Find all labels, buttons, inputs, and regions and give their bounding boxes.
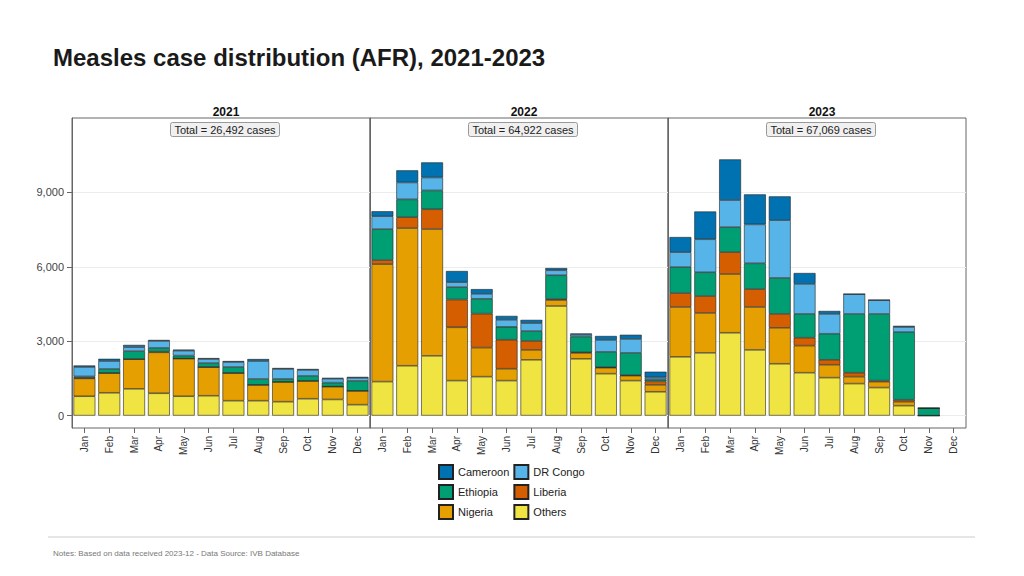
svg-text:Jun: Jun: [501, 436, 512, 452]
svg-text:Jan: Jan: [377, 436, 388, 452]
svg-text:Jul: Jul: [824, 436, 835, 449]
svg-text:2021: 2021: [213, 105, 240, 119]
svg-text:Feb: Feb: [104, 436, 115, 454]
svg-text:Total = 67,069 cases: Total = 67,069 cases: [770, 124, 872, 136]
svg-text:Ethiopia: Ethiopia: [458, 486, 499, 498]
svg-text:9,000: 9,000: [36, 186, 64, 198]
svg-text:Oct: Oct: [302, 436, 313, 452]
svg-text:Total = 26,492 cases: Total = 26,492 cases: [174, 124, 276, 136]
svg-text:Feb: Feb: [402, 436, 413, 454]
svg-text:Mar: Mar: [129, 435, 140, 453]
svg-text:May: May: [178, 436, 189, 455]
svg-text:May: May: [476, 436, 487, 455]
svg-text:Nov: Nov: [923, 436, 934, 454]
svg-text:Dec: Dec: [948, 436, 959, 454]
svg-text:Mar: Mar: [725, 435, 736, 453]
svg-text:3,000: 3,000: [36, 335, 64, 347]
svg-text:Sep: Sep: [874, 436, 885, 454]
svg-text:Mar: Mar: [427, 435, 438, 453]
svg-text:Dec: Dec: [352, 436, 363, 454]
svg-text:Oct: Oct: [600, 436, 611, 452]
svg-text:Nigeria: Nigeria: [458, 506, 494, 518]
svg-text:Oct: Oct: [898, 436, 909, 452]
svg-text:Cameroon: Cameroon: [458, 466, 509, 478]
svg-text:Jan: Jan: [79, 436, 90, 452]
svg-text:Apr: Apr: [451, 435, 462, 451]
svg-text:Nov: Nov: [625, 436, 636, 454]
svg-text:Jun: Jun: [799, 436, 810, 452]
svg-text:Liberia: Liberia: [533, 486, 567, 498]
svg-text:Nov: Nov: [327, 436, 338, 454]
svg-text:0: 0: [58, 410, 64, 422]
svg-text:Aug: Aug: [253, 436, 264, 454]
svg-text:Sep: Sep: [576, 436, 587, 454]
svg-text:Aug: Aug: [849, 436, 860, 454]
svg-text:Jan: Jan: [675, 436, 686, 452]
svg-text:Sep: Sep: [278, 436, 289, 454]
svg-text:Total = 64,922 cases: Total = 64,922 cases: [472, 124, 574, 136]
svg-text:6,000: 6,000: [36, 261, 64, 273]
svg-text:Notes: Based on data received: Notes: Based on data received 2023-12 - …: [53, 549, 300, 558]
svg-text:Jul: Jul: [228, 436, 239, 449]
svg-text:Others: Others: [533, 506, 567, 518]
svg-text:Measles case distribution (AFR: Measles case distribution (AFR), 2021-20…: [53, 44, 545, 71]
svg-text:Dec: Dec: [650, 436, 661, 454]
svg-text:Jun: Jun: [203, 436, 214, 452]
svg-text:Feb: Feb: [700, 436, 711, 454]
svg-text:2022: 2022: [511, 105, 538, 119]
svg-text:Jul: Jul: [526, 436, 537, 449]
svg-text:May: May: [774, 436, 785, 455]
svg-text:Apr: Apr: [749, 435, 760, 451]
svg-text:Aug: Aug: [551, 436, 562, 454]
svg-text:2023: 2023: [809, 105, 836, 119]
svg-text:Apr: Apr: [153, 435, 164, 451]
svg-text:DR Congo: DR Congo: [533, 466, 584, 478]
